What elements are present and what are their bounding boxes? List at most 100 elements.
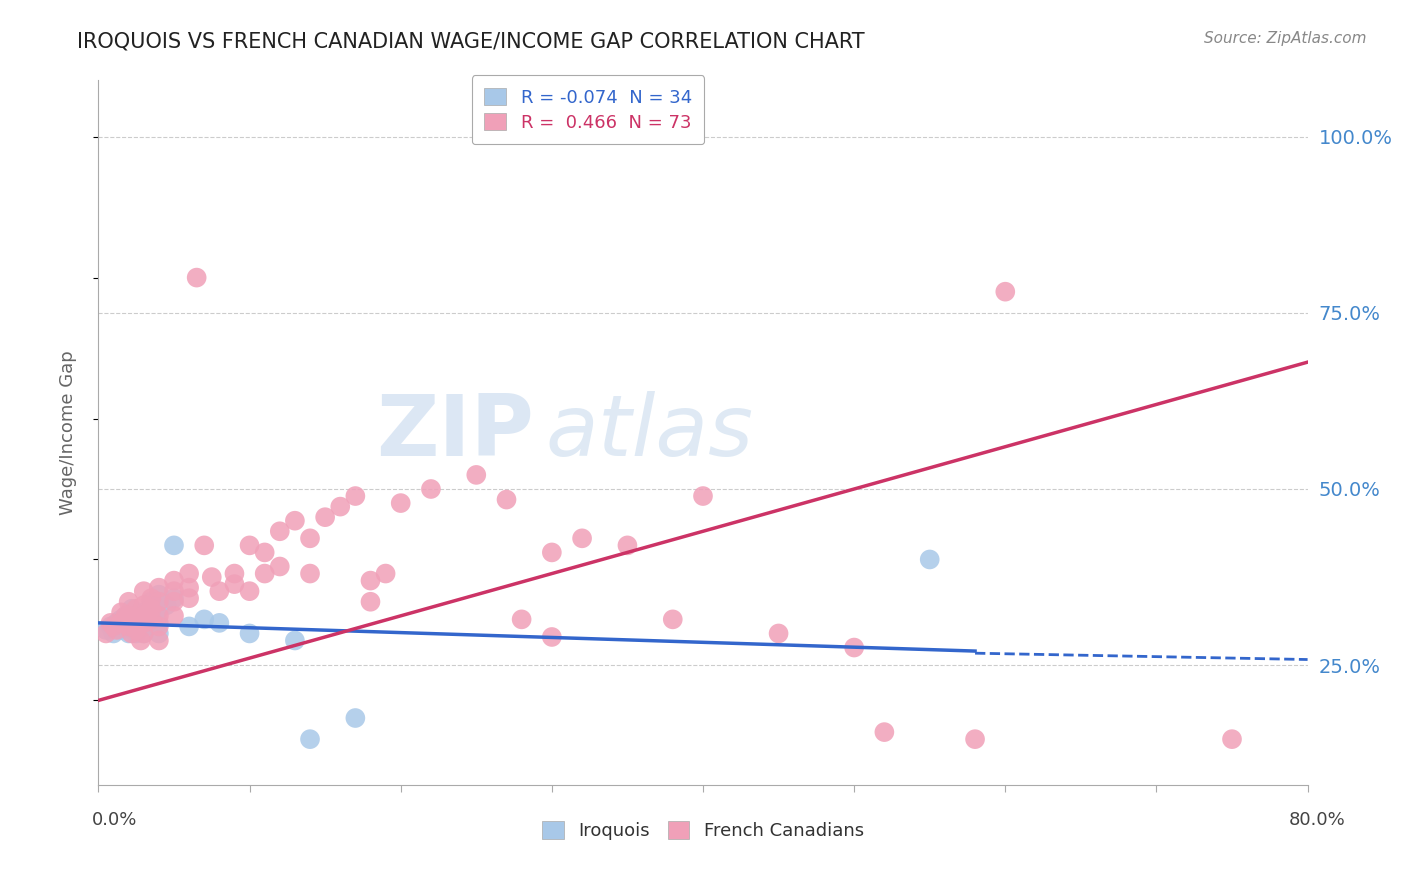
- Point: [208, 584, 231, 599]
- Point: [148, 619, 170, 633]
- Point: [269, 559, 291, 574]
- Point: [965, 732, 987, 747]
- Point: [571, 532, 593, 546]
- Point: [114, 608, 136, 623]
- Point: [110, 605, 132, 619]
- Point: [141, 601, 163, 615]
- Point: [616, 538, 638, 552]
- Point: [873, 725, 896, 739]
- Point: [179, 566, 201, 581]
- Point: [844, 640, 866, 655]
- Text: 0.0%: 0.0%: [91, 811, 136, 829]
- Point: [224, 577, 246, 591]
- Point: [141, 595, 163, 609]
- Point: [239, 538, 262, 552]
- Point: [163, 595, 186, 609]
- Point: [94, 626, 117, 640]
- Text: 80.0%: 80.0%: [1289, 811, 1346, 829]
- Point: [132, 626, 155, 640]
- Point: [148, 633, 170, 648]
- Point: [118, 626, 141, 640]
- Point: [132, 599, 155, 613]
- Point: [768, 626, 790, 640]
- Point: [163, 574, 186, 588]
- Point: [510, 612, 533, 626]
- Point: [132, 615, 155, 630]
- Point: [299, 566, 322, 581]
- Point: [918, 552, 941, 566]
- Point: [284, 514, 307, 528]
- Point: [141, 612, 163, 626]
- Point: [179, 591, 201, 606]
- Point: [148, 601, 170, 615]
- Point: [239, 626, 262, 640]
- Point: [360, 595, 382, 609]
- Point: [118, 595, 141, 609]
- Point: [344, 489, 367, 503]
- Point: [118, 619, 141, 633]
- Point: [145, 605, 167, 619]
- Point: [155, 599, 177, 613]
- Point: [148, 588, 170, 602]
- Point: [125, 612, 148, 626]
- Point: [105, 623, 128, 637]
- Text: ZIP: ZIP: [375, 391, 534, 475]
- Point: [163, 608, 186, 623]
- Point: [129, 633, 152, 648]
- Point: [540, 630, 562, 644]
- Point: [125, 601, 148, 615]
- Point: [105, 615, 128, 630]
- Point: [994, 285, 1017, 299]
- Point: [299, 732, 322, 747]
- Point: [148, 615, 170, 630]
- Point: [103, 626, 125, 640]
- Point: [253, 566, 276, 581]
- Point: [253, 545, 276, 559]
- Point: [114, 608, 136, 623]
- Text: atlas: atlas: [546, 391, 754, 475]
- Point: [125, 623, 148, 637]
- Point: [224, 566, 246, 581]
- Point: [132, 605, 155, 619]
- Point: [186, 270, 208, 285]
- Point: [540, 545, 562, 559]
- Point: [465, 467, 488, 482]
- Point: [148, 581, 170, 595]
- Legend: R = -0.074  N = 34, R =  0.466  N = 73: R = -0.074 N = 34, R = 0.466 N = 73: [472, 75, 704, 145]
- Point: [125, 626, 148, 640]
- Point: [661, 612, 683, 626]
- Point: [132, 608, 155, 623]
- Point: [163, 584, 186, 599]
- Text: Source: ZipAtlas.com: Source: ZipAtlas.com: [1204, 31, 1367, 46]
- Point: [110, 615, 132, 630]
- Point: [179, 619, 201, 633]
- Point: [103, 619, 125, 633]
- Point: [329, 500, 352, 514]
- Point: [193, 612, 215, 626]
- Point: [1220, 732, 1243, 747]
- Point: [125, 619, 148, 633]
- Y-axis label: Wage/Income Gap: Wage/Income Gap: [59, 351, 77, 515]
- Point: [94, 623, 117, 637]
- Point: [284, 633, 307, 648]
- Point: [163, 538, 186, 552]
- Point: [141, 591, 163, 606]
- Point: [201, 570, 224, 584]
- Legend: Iroquois, French Canadians: Iroquois, French Canadians: [534, 814, 872, 847]
- Point: [100, 615, 122, 630]
- Point: [132, 619, 155, 633]
- Point: [121, 601, 143, 615]
- Point: [208, 615, 231, 630]
- Point: [374, 566, 396, 581]
- Point: [141, 612, 163, 626]
- Point: [420, 482, 443, 496]
- Point: [110, 612, 132, 626]
- Text: IROQUOIS VS FRENCH CANADIAN WAGE/INCOME GAP CORRELATION CHART: IROQUOIS VS FRENCH CANADIAN WAGE/INCOME …: [77, 31, 865, 51]
- Point: [129, 612, 152, 626]
- Point: [132, 626, 155, 640]
- Point: [269, 524, 291, 539]
- Point: [148, 608, 170, 623]
- Point: [239, 584, 262, 599]
- Point: [163, 591, 186, 606]
- Point: [314, 510, 336, 524]
